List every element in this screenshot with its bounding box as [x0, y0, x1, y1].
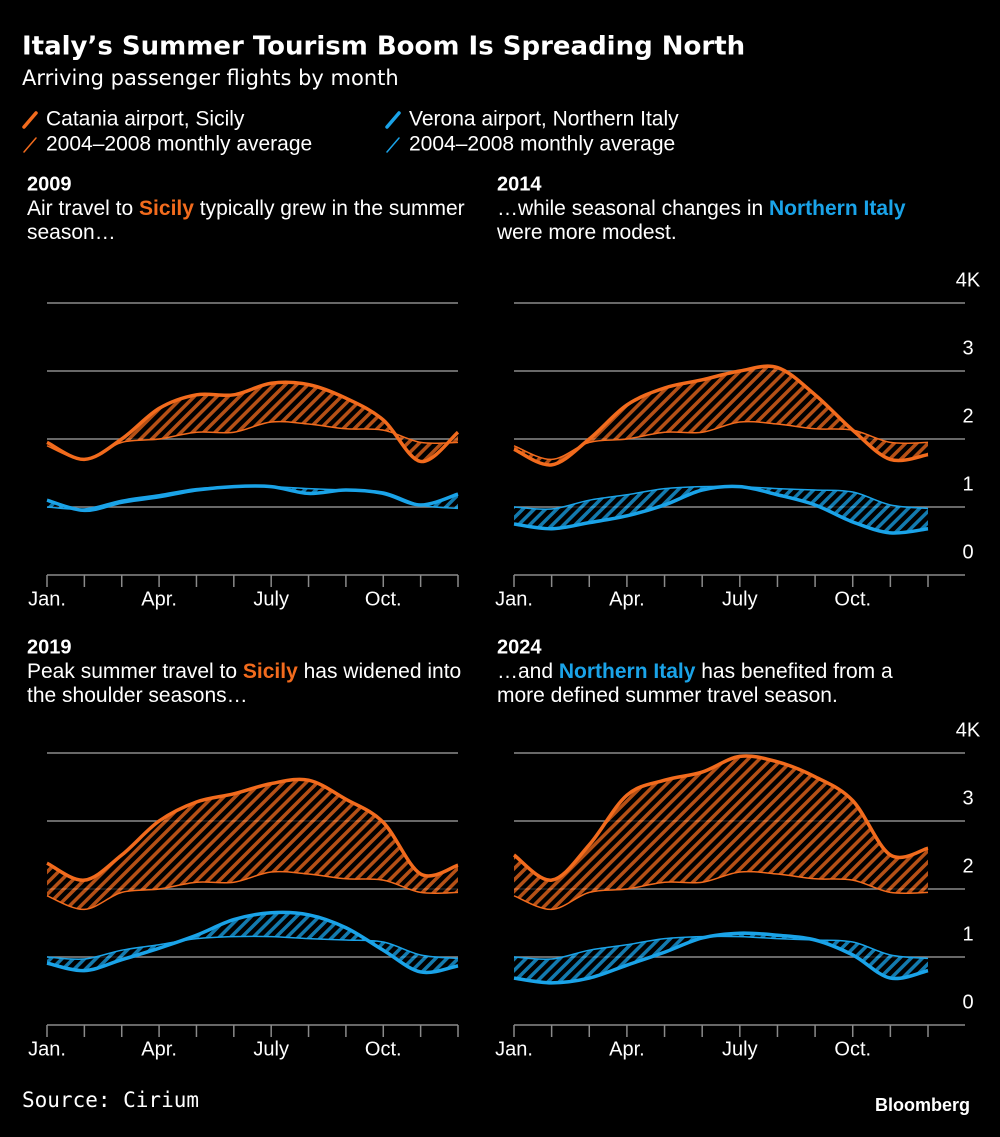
x-tick-label: Oct.	[365, 588, 402, 610]
x-tick-label: Jan.	[495, 1038, 533, 1060]
y-tick-label: 3	[962, 337, 973, 359]
difference-hatch	[47, 382, 458, 462]
legend-swatch	[23, 137, 37, 153]
x-tick-label: July	[253, 1038, 289, 1060]
x-tick-label: Apr.	[609, 1038, 645, 1060]
y-tick-label: 4K	[956, 269, 981, 291]
annotation-text: were more modest.	[497, 221, 677, 244]
series-line	[46, 380, 460, 464]
x-tick-label: Apr.	[141, 1038, 177, 1060]
annotation-highlight: Northern Italy	[769, 197, 906, 220]
x-tick-label: July	[722, 588, 758, 610]
difference-hatch	[514, 366, 928, 465]
legend-swatch	[22, 111, 38, 129]
series-line	[46, 870, 459, 911]
y-tick-label: 0	[962, 991, 973, 1013]
y-tick-label: 1	[962, 923, 973, 945]
difference-hatch	[514, 933, 928, 983]
series-line	[512, 754, 929, 882]
annotation-text: …while seasonal changes in	[497, 197, 769, 220]
source: Source: Cirium	[22, 1088, 199, 1112]
annotation-text: typically grew in the summer season…	[27, 197, 465, 244]
y-tick-label: 1	[962, 473, 973, 495]
series-line	[46, 484, 459, 513]
x-tick-label: Apr.	[141, 588, 177, 610]
annotation-text: …and	[497, 660, 559, 683]
x-tick-label: Apr.	[609, 588, 645, 610]
x-tick-label: Oct.	[365, 1038, 402, 1060]
x-tick-label: Jan.	[28, 588, 66, 610]
series-line	[513, 364, 929, 467]
legend-label: Catania airport, Sicily	[46, 108, 245, 131]
annotation-highlight: Northern Italy	[558, 660, 696, 683]
legend-label: 2004–2008 monthly average	[409, 133, 675, 156]
y-tick-label: 2	[962, 405, 973, 427]
annotation: …while seasonal changes in Northern Ital…	[497, 197, 937, 245]
annotation: Peak summer travel to Sicily has widened…	[27, 660, 467, 708]
difference-hatch	[514, 486, 928, 534]
panel-title: 2024	[497, 636, 542, 658]
series-line	[513, 870, 929, 911]
panel-title: 2009	[27, 173, 72, 195]
annotation: …and Northern Italy has benefited from a…	[497, 660, 937, 708]
annotation: Air travel to Sicily typically grew in t…	[27, 197, 467, 245]
y-tick-label: 3	[962, 787, 973, 809]
y-tick-label: 2	[962, 855, 973, 877]
series-line	[513, 484, 929, 535]
difference-hatch	[47, 779, 458, 910]
difference-hatch	[47, 912, 458, 973]
legend-swatch	[386, 137, 400, 153]
annotation-text: has widened into the shoulder seasons…	[27, 660, 462, 707]
series-line	[46, 935, 459, 961]
y-tick-label: 4K	[956, 719, 981, 741]
difference-hatch	[514, 755, 928, 910]
y-tick-label: 0	[962, 541, 973, 563]
panel-title: 2019	[27, 636, 72, 658]
series-line	[46, 777, 459, 882]
series-line	[46, 420, 459, 461]
brand: Bloomberg	[875, 1095, 970, 1115]
title: Italy’s Summer Tourism Boom Is Spreading…	[22, 32, 745, 62]
x-tick-label: Jan.	[495, 588, 533, 610]
x-tick-label: Oct.	[834, 588, 871, 610]
subtitle: Arriving passenger flights by month	[22, 66, 399, 90]
panel-title: 2014	[497, 173, 542, 195]
series-line	[513, 931, 929, 985]
x-tick-label: July	[253, 588, 289, 610]
legend-label: 2004–2008 monthly average	[46, 133, 312, 156]
x-tick-label: July	[722, 1038, 758, 1060]
legend-swatch	[385, 111, 401, 129]
annotation-text: Air travel to	[27, 197, 140, 220]
x-tick-label: Jan.	[28, 1038, 66, 1060]
annotation-text: Peak summer travel to	[27, 660, 243, 683]
legend-label: Verona airport, Northern Italy	[409, 108, 679, 131]
annotation-text: has benefited from a more defined summer…	[497, 660, 893, 707]
annotation-highlight: Sicily	[139, 197, 194, 220]
x-tick-label: Oct.	[834, 1038, 871, 1060]
series-line	[46, 910, 459, 975]
annotation-highlight: Sicily	[242, 660, 298, 683]
